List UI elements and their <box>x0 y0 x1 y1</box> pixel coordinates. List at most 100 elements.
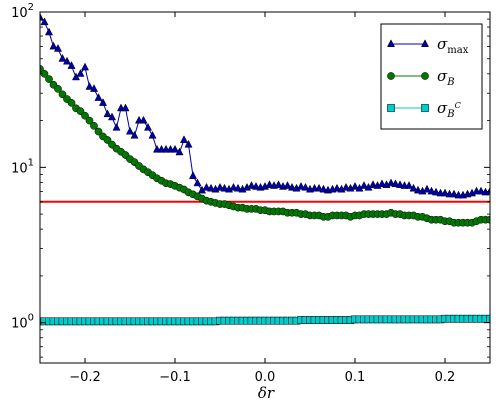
legend-marker-0 <box>420 39 430 47</box>
series-0-point-58 <box>296 182 306 190</box>
series-0-point-83 <box>409 183 418 192</box>
series-0-point-44 <box>233 183 243 192</box>
series-0-point-7 <box>67 61 76 69</box>
series-0-point-1 <box>40 17 49 26</box>
series-0-point-100 <box>485 186 490 195</box>
y-tick-label-exponent: 1 <box>28 157 34 168</box>
y-tick-label-exponent: 2 <box>28 2 34 13</box>
series-0-point-92 <box>449 189 459 198</box>
series-0-point-17 <box>112 122 121 131</box>
series-0-point-15 <box>103 109 112 118</box>
legend-label-subscript: B <box>446 77 454 88</box>
legend-label-subscript: B <box>446 109 454 120</box>
y-tick-label-base: 10 <box>11 6 28 21</box>
series-0-point-5 <box>58 54 67 62</box>
series-0-point-63 <box>319 184 328 193</box>
series-0-point-80 <box>395 180 405 188</box>
series-1-point-11 <box>85 116 94 125</box>
x-tick-label: 0.1 <box>345 370 366 385</box>
series-0-point-62 <box>314 183 324 192</box>
series-0-point-78 <box>386 178 396 187</box>
series-0-point-35 <box>193 178 202 187</box>
series-0-point-98 <box>476 186 486 195</box>
y-tick-label-base: 10 <box>11 317 28 332</box>
series-0-point-72 <box>359 181 369 189</box>
x-tick-label: −0.2 <box>69 370 101 385</box>
series-0-point-43 <box>229 182 238 191</box>
series-0-point-79 <box>391 179 400 188</box>
series-1-point-9 <box>76 107 85 115</box>
legend-label-base: σ <box>437 67 448 85</box>
legend-label-base: σ <box>437 35 448 53</box>
series-0-point-14 <box>98 98 108 106</box>
legend-label-1: σB <box>437 67 455 88</box>
legend-entry-1: σB <box>387 67 455 88</box>
series-0-point-90 <box>440 188 450 197</box>
series-0-point-41 <box>220 183 229 192</box>
series-0-point-2 <box>44 27 54 36</box>
legend-label-superscript: C <box>455 101 461 110</box>
series-0-point-37 <box>202 182 211 191</box>
series-0-point-56 <box>287 182 297 191</box>
series-0-point-11 <box>85 82 94 90</box>
y-tick-label: 102 <box>11 2 34 21</box>
series-0-point-13 <box>94 93 103 101</box>
series-0-point-31 <box>175 147 184 156</box>
series-0-point-74 <box>368 180 378 188</box>
series-0 <box>40 12 490 199</box>
series-0-point-68 <box>341 182 351 191</box>
series-0-point-3 <box>49 41 58 50</box>
legend-marker-2 <box>387 104 395 112</box>
series-1-point-7 <box>67 99 76 107</box>
series-1-point-10 <box>81 111 89 120</box>
series-0-point-33 <box>184 139 193 148</box>
series-0-point-32 <box>179 135 189 143</box>
series-0-point-6 <box>62 56 72 65</box>
series-0-point-53 <box>274 180 283 188</box>
series-0-point-76 <box>377 179 387 188</box>
series-0-point-20 <box>125 126 135 135</box>
series-0-point-82 <box>404 181 414 189</box>
legend-label-subscript: max <box>447 45 468 56</box>
series-0-point-0 <box>40 12 45 21</box>
series-0-point-4 <box>53 44 63 52</box>
y-tick-label: 101 <box>11 157 34 176</box>
series-0-point-25 <box>148 130 157 139</box>
series-1-point-15 <box>103 136 112 144</box>
x-axis-label: δr <box>258 384 275 402</box>
series-0-point-59 <box>301 182 310 191</box>
series-0-point-84 <box>413 185 423 194</box>
series-1-point-12 <box>90 121 98 130</box>
series-0-point-48 <box>251 182 261 190</box>
x-tick-label: 0.0 <box>255 370 276 385</box>
legend-label-2: σBC <box>437 99 461 120</box>
series-0-point-10 <box>80 62 90 71</box>
series-0-point-66 <box>332 183 342 192</box>
series-0-point-9 <box>76 69 85 77</box>
y-tick-label: 100 <box>11 313 34 332</box>
series-0-point-38 <box>206 183 216 192</box>
series-0-point-40 <box>215 182 225 191</box>
y-tick-label-base: 10 <box>11 161 28 176</box>
series-0-point-30 <box>170 144 180 153</box>
legend-marker-1 <box>387 72 395 80</box>
series-0-point-51 <box>265 180 274 188</box>
series-0-point-87 <box>427 186 436 195</box>
series-0-point-34 <box>188 171 198 179</box>
legend-marker-0 <box>386 39 396 47</box>
x-tick-label: 0.2 <box>435 370 456 385</box>
series-1-point-4 <box>54 85 62 93</box>
series-2 <box>40 314 490 326</box>
series-0-point-12 <box>89 84 99 92</box>
legend-entry-2: σBC <box>387 99 461 120</box>
series-1 <box>40 65 490 227</box>
series-0-point-16 <box>107 112 117 121</box>
legend-label-base: σ <box>437 99 448 117</box>
series-0-point-88 <box>431 187 441 196</box>
series-1-point-5 <box>58 90 67 99</box>
series-0-point-21 <box>130 130 139 139</box>
series-0-point-24 <box>143 122 153 131</box>
series-0-point-55 <box>283 181 292 189</box>
